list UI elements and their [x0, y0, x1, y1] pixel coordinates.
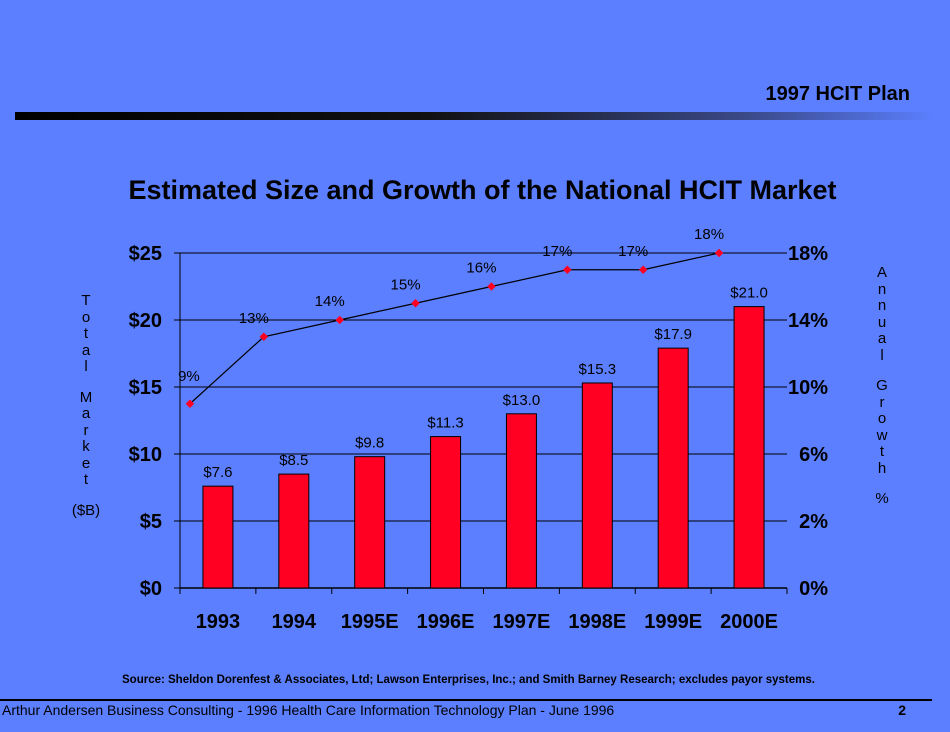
right_axis-char: t: [879, 443, 885, 460]
left_axis-char: a: [81, 405, 91, 422]
left-tick-label: $0: [140, 578, 162, 600]
left_axis-char: t: [83, 325, 89, 342]
left-tick-label: $20: [129, 310, 162, 332]
right_axis-char: o: [877, 410, 887, 427]
left_axis-char: o: [81, 308, 91, 326]
bar-value-label: $11.3: [427, 415, 463, 432]
right_axis-char: n: [877, 297, 887, 314]
x-tick-label: 1996E: [417, 611, 475, 633]
growth-point: [714, 248, 724, 258]
bar-value-label: $13.0: [503, 392, 541, 409]
left_axis-char: [70, 376, 102, 390]
left_axis-char: M: [79, 388, 93, 406]
bar-1993: [202, 485, 234, 589]
bar-1997E: [505, 413, 537, 589]
x-tick-label: 1998E: [568, 611, 626, 633]
footer-text: Arthur Andersen Business Consulting - 19…: [2, 702, 615, 718]
x-tick-label: 1994: [272, 611, 317, 633]
page-number: 2: [898, 702, 906, 718]
left_axis-char: k: [82, 438, 90, 455]
bar-1998E: [581, 382, 613, 589]
growth-point: [487, 282, 496, 291]
growth-value-label: 17%: [542, 243, 572, 260]
right_axis-char: n: [877, 280, 887, 298]
growth-value-label: 16%: [466, 260, 496, 277]
x-tick-label: 1999E: [644, 611, 702, 633]
right_axis-char: a: [877, 330, 887, 347]
left_axis-char: [70, 489, 102, 503]
right_axis-char: G: [876, 377, 888, 394]
chart-title: Estimated Size and Growth of the Nationa…: [128, 175, 837, 205]
right-tick-label: 10%: [788, 377, 828, 399]
left_axis-char: l: [84, 358, 88, 375]
left_axis-char: r: [83, 421, 89, 439]
left-tick-label: $15: [129, 377, 162, 399]
bar-value-label: $15.3: [579, 361, 617, 378]
growth-value-label: 14%: [315, 293, 345, 310]
footer-divider: [0, 699, 932, 701]
right-tick-label: 18%: [788, 243, 828, 265]
bar-2000E: [733, 306, 765, 589]
left_axis-char: T: [81, 292, 91, 309]
right_axis-char: %: [875, 490, 889, 507]
growth-point: [259, 332, 269, 341]
growth-point: [411, 299, 420, 308]
bar-value-label: $7.6: [203, 464, 232, 481]
right_axis-char: [866, 477, 898, 491]
left-tick-label: $5: [140, 511, 162, 533]
left-tick-label: $25: [129, 243, 162, 265]
growth-point: [638, 265, 648, 274]
header-divider-bar: [15, 112, 935, 120]
bar-value-label: $17.9: [654, 326, 692, 343]
x-tick-label: 1993: [196, 611, 241, 633]
growth-point: [335, 315, 344, 325]
right-tick-label: 14%: [788, 310, 828, 332]
x-tick-label: 1995E: [341, 611, 399, 633]
source-note: Source: Sheldon Dorenfest & Associates, …: [122, 674, 815, 686]
right_axis-char: r: [879, 393, 885, 411]
growth-point: [563, 265, 572, 274]
growth-line: [189, 252, 720, 405]
right_axis-char: u: [877, 313, 887, 331]
right_axis-char: w: [876, 426, 888, 444]
right-tick-label: 0%: [799, 578, 828, 600]
left_axis-char: ($B): [71, 501, 101, 519]
growth-value-label: 9%: [178, 368, 200, 385]
header-title: 1997 HCIT Plan: [765, 83, 910, 105]
left_axis-char: t: [83, 471, 89, 488]
growth-point: [185, 399, 195, 408]
x-tick-label: 2000E: [720, 611, 778, 633]
left_axis-char: a: [81, 341, 91, 359]
bar-1999E: [657, 347, 689, 589]
growth-value-label: 13%: [239, 310, 269, 327]
growth-value-label: 18%: [694, 226, 724, 243]
right_axis-char: l: [880, 346, 884, 364]
bar-1994: [278, 473, 310, 589]
right_axis-char: A: [876, 264, 887, 281]
right-tick-label: 6%: [799, 444, 828, 466]
right_axis-char: [866, 364, 898, 378]
right-tick-label: 2%: [799, 511, 828, 533]
x-tick-label: 1997E: [493, 611, 551, 633]
left_axis-char: e: [81, 454, 91, 472]
left-tick-label: $10: [129, 444, 162, 466]
bar-1996E: [430, 436, 462, 589]
bar-value-label: $9.8: [355, 435, 384, 452]
right_axis-char: h: [877, 459, 887, 477]
growth-value-label: 17%: [618, 243, 648, 260]
growth-value-label: 15%: [391, 276, 421, 293]
bar-value-label: $8.5: [279, 452, 308, 469]
bar-1995E: [354, 456, 386, 589]
bar-value-label: $21.0: [730, 285, 768, 302]
